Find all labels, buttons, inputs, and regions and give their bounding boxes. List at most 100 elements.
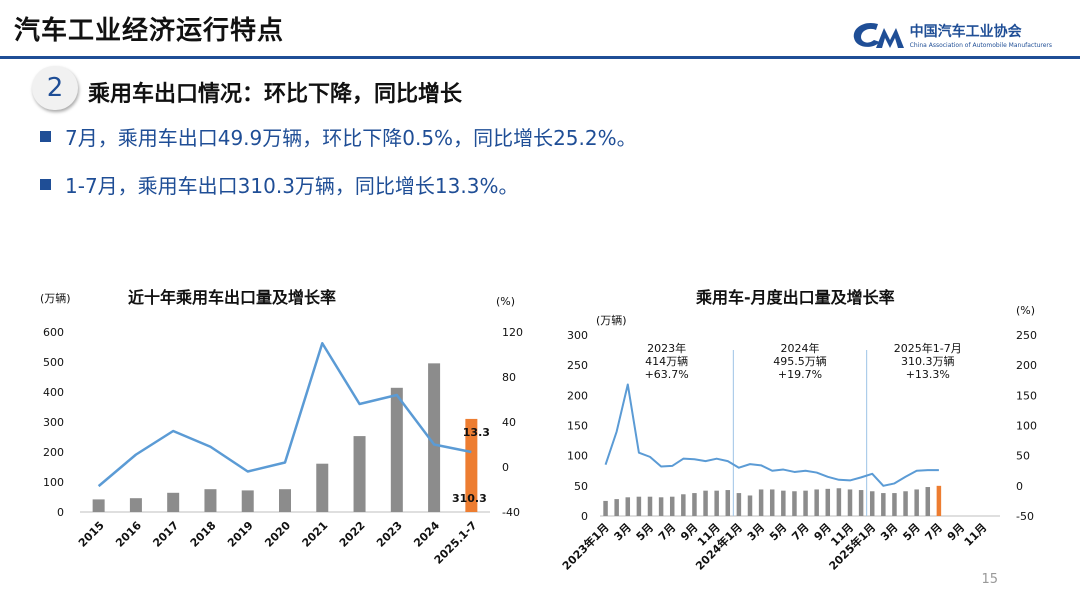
- bar: [892, 493, 897, 516]
- bar: [792, 491, 797, 516]
- x-tick-label: 2023: [374, 519, 405, 550]
- x-tick-label: 2023年1月: [559, 520, 612, 573]
- bar: [781, 490, 786, 516]
- bar: [825, 488, 831, 516]
- left-tick-label: 200: [43, 446, 64, 459]
- right-tick-label: 100: [1016, 420, 1037, 433]
- bullet-text: 7月，乘用车出口49.9万辆，环比下降0.5%，同比增长25.2%。: [65, 126, 637, 150]
- right-tick-label: 80: [502, 371, 516, 384]
- x-tick-label: 2024: [411, 519, 442, 550]
- bar: [129, 498, 142, 512]
- left-tick-label: 400: [43, 386, 64, 399]
- bullet-text: 1-7月，乘用车出口310.3万辆，同比增长13.3%。: [65, 174, 519, 198]
- left-tick-label: 100: [43, 476, 64, 489]
- x-tick-label: 2021: [300, 519, 331, 550]
- bar: [847, 489, 853, 516]
- bar: [465, 418, 478, 512]
- bullet-item: 7月，乘用车出口49.9万辆，环比下降0.5%，同比增长25.2%。: [40, 122, 637, 151]
- annotation-year: 2023年: [647, 341, 686, 355]
- left-axis-unit: (万辆): [40, 291, 71, 305]
- bar: [353, 436, 366, 512]
- x-tick-label: 3月: [612, 521, 634, 543]
- left-tick-label: 300: [43, 416, 64, 429]
- bar: [658, 497, 664, 516]
- growth-rate-line: [604, 383, 939, 487]
- left-tick-label: 200: [567, 389, 588, 402]
- left-axis-unit: (万辆): [596, 313, 627, 327]
- x-tick-label: 2018: [188, 519, 219, 550]
- left-tick-label: 0: [581, 510, 588, 523]
- right-tick-label: 200: [1016, 359, 1037, 372]
- right-tick-label: 0: [502, 461, 509, 474]
- annotation-growth: +19.7%: [778, 368, 822, 381]
- x-tick-label: 2022: [337, 519, 368, 550]
- right-axis-unit: (%): [1016, 304, 1035, 317]
- bar: [681, 494, 686, 516]
- right-tick-label: -40: [502, 506, 520, 519]
- data-label: 13.3: [463, 426, 490, 439]
- section-title: 乘用车出口情况：环比下降，同比增长: [88, 82, 463, 107]
- annotation-growth: +13.3%: [906, 368, 950, 381]
- chart-title-monthly: 乘用车-月度出口量及增长率: [696, 288, 895, 307]
- bar: [428, 363, 441, 512]
- right-tick-label: 120: [502, 326, 523, 339]
- bar: [925, 487, 931, 516]
- x-tick-label: 2016: [113, 519, 144, 550]
- bar: [747, 495, 753, 516]
- x-tick-label: 11月: [962, 521, 990, 549]
- left-tick-label: 150: [567, 420, 588, 433]
- x-tick-label: 5月: [634, 521, 656, 543]
- header-rule: [0, 56, 1080, 59]
- annotation-year: 2025年1-7月: [894, 341, 962, 355]
- x-tick-label: 5月: [767, 521, 789, 543]
- chart-title-annual: 近十年乘用车出口量及增长率: [128, 288, 337, 307]
- right-tick-label: 40: [502, 416, 516, 429]
- annotation-growth: +63.7%: [645, 368, 689, 381]
- bar: [881, 493, 886, 516]
- bar: [614, 499, 619, 516]
- bar: [736, 493, 742, 516]
- x-tick-label: 2015: [76, 519, 107, 550]
- bar: [936, 485, 942, 516]
- caam-logo: 中国汽车工业协会 China Association of Automobile…: [848, 18, 1052, 52]
- bar: [714, 490, 719, 516]
- left-tick-label: 250: [567, 359, 588, 372]
- growth-rate-line: [97, 342, 472, 488]
- bar: [692, 493, 697, 516]
- bar: [390, 387, 403, 512]
- bullet-item: 1-7月，乘用车出口310.3万辆，同比增长13.3%。: [40, 170, 518, 199]
- bar: [669, 496, 675, 516]
- bar: [769, 489, 775, 516]
- bar: [316, 463, 329, 512]
- right-tick-label: 50: [1016, 450, 1030, 463]
- bullet-square-icon: [40, 179, 51, 190]
- x-tick-label: 7月: [656, 521, 678, 543]
- x-tick-label: 7月: [923, 521, 945, 543]
- annotation-total: 495.5万辆: [773, 354, 827, 368]
- bar: [92, 499, 105, 512]
- left-tick-label: 0: [57, 506, 64, 519]
- bar: [903, 491, 908, 516]
- right-tick-label: 250: [1016, 329, 1037, 342]
- left-tick-label: 600: [43, 326, 64, 339]
- section-number: 2: [32, 66, 78, 110]
- logo-name-en: China Association of Automobile Manufact…: [909, 42, 1052, 49]
- bar: [636, 496, 642, 516]
- x-tick-label: 7月: [789, 521, 811, 543]
- data-label: 310.3: [452, 492, 487, 505]
- bar: [758, 489, 764, 516]
- x-tick-label: 2017: [150, 519, 181, 550]
- annotation-total: 310.3万辆: [901, 354, 955, 368]
- x-tick-label: 3月: [745, 521, 767, 543]
- right-axis-unit: (%): [496, 295, 515, 308]
- x-tick-label: 3月: [878, 521, 900, 543]
- caam-logo-icon: [853, 22, 904, 48]
- bar: [814, 489, 819, 516]
- left-tick-label: 50: [574, 480, 588, 493]
- x-tick-label: 2020: [262, 519, 293, 550]
- bar: [625, 497, 631, 516]
- left-tick-label: 100: [567, 450, 588, 463]
- bar: [647, 496, 653, 516]
- bar: [204, 489, 217, 512]
